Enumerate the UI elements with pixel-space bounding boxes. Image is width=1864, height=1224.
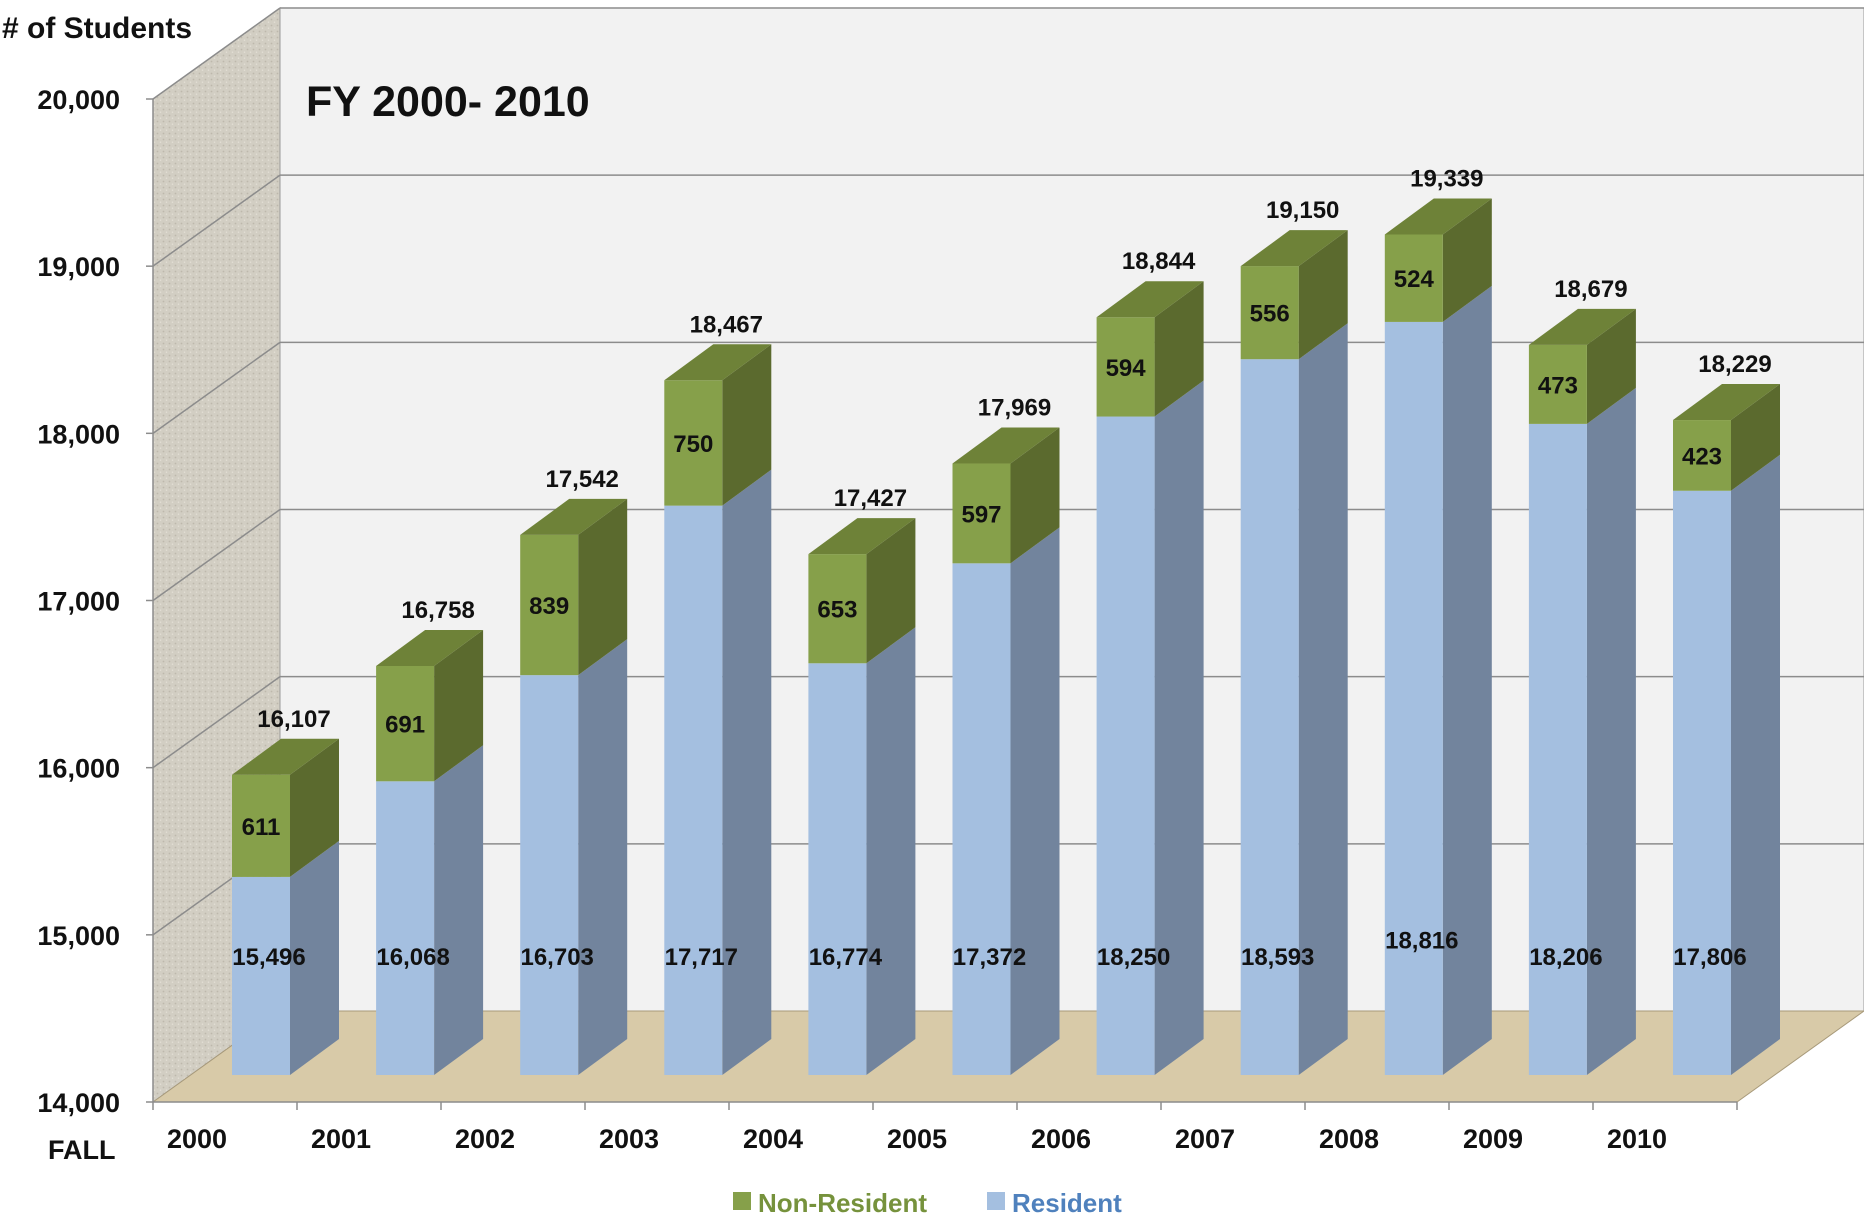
bar-resident bbox=[953, 563, 1011, 1075]
data-label-non-resident: 524 bbox=[1394, 266, 1435, 293]
x-axis-title: FALL bbox=[48, 1135, 116, 1165]
bar-group: 18,816 524 19,339 bbox=[1385, 165, 1492, 1075]
data-label-non-resident: 597 bbox=[961, 501, 1001, 528]
legend: Non-Resident Resident bbox=[733, 1188, 1122, 1218]
bar-group: 18,593 556 19,150 bbox=[1241, 197, 1348, 1075]
x-axis-ticks: 2000 2001 2002 2003 2004 2005 2006 2007 2008 2009… bbox=[153, 1102, 1737, 1154]
bar-resident-side bbox=[434, 745, 483, 1075]
x-tick-label: 2004 bbox=[743, 1124, 803, 1154]
bar-resident bbox=[664, 506, 722, 1075]
data-label-resident: 17,372 bbox=[953, 944, 1026, 971]
bar-resident bbox=[520, 675, 578, 1075]
data-label-resident: 18,593 bbox=[1241, 944, 1314, 971]
bar-group: 16,774 653 17,427 bbox=[808, 485, 915, 1075]
x-tick-label: 2008 bbox=[1319, 1124, 1379, 1154]
data-label-non-resident: 594 bbox=[1106, 355, 1147, 382]
x-tick-label: 2003 bbox=[599, 1124, 659, 1154]
bar-resident bbox=[1673, 491, 1731, 1075]
data-label-total: 19,150 bbox=[1266, 197, 1339, 224]
y-axis-ticks: 14,000 15,000 16,000 17,000 18,000 19,000 20,0… bbox=[37, 85, 153, 1118]
legend-swatch-resident bbox=[987, 1192, 1005, 1210]
bar-resident bbox=[1097, 417, 1155, 1075]
bar-resident-side bbox=[1011, 527, 1060, 1075]
bar-resident bbox=[1529, 424, 1587, 1075]
x-tick-label: 2010 bbox=[1607, 1124, 1667, 1154]
bar-resident bbox=[808, 663, 866, 1075]
data-label-total: 16,107 bbox=[257, 706, 330, 733]
bar-resident-side bbox=[578, 639, 627, 1075]
y-tick-label: 18,000 bbox=[37, 419, 120, 449]
x-tick-label: 2007 bbox=[1175, 1124, 1235, 1154]
data-label-non-resident: 473 bbox=[1538, 372, 1578, 399]
y-tick-label: 19,000 bbox=[37, 252, 120, 282]
bar-group: 17,372 597 17,969 bbox=[953, 395, 1060, 1075]
data-label-total: 18,229 bbox=[1698, 351, 1771, 378]
x-tick-label: 2009 bbox=[1463, 1124, 1523, 1154]
bar-group: 16,703 839 17,542 bbox=[520, 466, 627, 1075]
bar-group: 16,068 691 16,758 bbox=[376, 597, 483, 1075]
data-label-resident: 18,250 bbox=[1097, 944, 1170, 971]
x-tick-label: 2005 bbox=[887, 1124, 947, 1154]
data-label-resident: 16,774 bbox=[809, 944, 883, 971]
bar-group: 17,806 423 18,229 bbox=[1673, 351, 1780, 1075]
data-label-resident: 16,068 bbox=[376, 944, 449, 971]
y-tick-label: 16,000 bbox=[37, 754, 120, 784]
bar-resident-side bbox=[866, 627, 915, 1075]
bar-resident bbox=[376, 781, 434, 1075]
legend-label-non-resident: Non-Resident bbox=[758, 1188, 927, 1218]
data-label-non-resident: 653 bbox=[817, 597, 857, 624]
x-tick-label: 2002 bbox=[455, 1124, 515, 1154]
data-label-total: 18,679 bbox=[1554, 276, 1627, 303]
bar-group: 18,206 473 18,679 bbox=[1529, 276, 1636, 1075]
bar-group: 18,250 594 18,844 bbox=[1097, 248, 1204, 1075]
y-tick-label: 15,000 bbox=[37, 921, 120, 951]
y-tick-label: 17,000 bbox=[37, 587, 120, 617]
data-label-non-resident: 611 bbox=[242, 814, 281, 841]
bar-group: 17,717 750 18,467 bbox=[664, 311, 771, 1075]
data-label-resident: 15,496 bbox=[232, 944, 305, 971]
x-tick-label: 2006 bbox=[1031, 1124, 1091, 1154]
legend-label-resident: Resident bbox=[1012, 1188, 1122, 1218]
data-label-resident: 18,816 bbox=[1385, 927, 1458, 954]
y-tick-label: 20,000 bbox=[37, 85, 120, 115]
bar-resident-side bbox=[722, 470, 771, 1075]
bar-resident-side bbox=[1731, 455, 1780, 1075]
data-label-total: 18,844 bbox=[1122, 248, 1196, 275]
data-label-total: 18,467 bbox=[690, 311, 763, 338]
data-label-total: 16,758 bbox=[401, 597, 474, 624]
legend-swatch-non-resident bbox=[733, 1192, 751, 1210]
data-label-resident: 16,703 bbox=[520, 944, 593, 971]
y-axis-title: # of Students bbox=[2, 12, 192, 45]
data-label-total: 19,339 bbox=[1410, 165, 1483, 192]
y-tick-label: 14,000 bbox=[37, 1088, 120, 1118]
data-label-total: 17,542 bbox=[545, 466, 618, 493]
bar-resident-side bbox=[1587, 388, 1636, 1075]
bar-resident-side bbox=[1443, 286, 1492, 1075]
data-label-non-resident: 556 bbox=[1250, 301, 1290, 328]
data-label-non-resident: 839 bbox=[529, 593, 569, 620]
x-tick-label: 2000 bbox=[167, 1124, 227, 1154]
data-label-resident: 17,717 bbox=[665, 944, 738, 971]
data-label-non-resident: 423 bbox=[1682, 443, 1722, 470]
data-label-non-resident: 691 bbox=[385, 712, 425, 739]
data-label-resident: 18,206 bbox=[1529, 944, 1602, 971]
bar-resident bbox=[232, 877, 290, 1075]
bar-resident bbox=[1385, 322, 1443, 1075]
data-label-non-resident: 750 bbox=[673, 431, 713, 458]
chart-title: FY 2000- 2010 bbox=[306, 78, 590, 126]
data-label-total: 17,969 bbox=[978, 395, 1051, 422]
x-tick-label: 2001 bbox=[311, 1124, 371, 1154]
data-label-resident: 17,806 bbox=[1673, 944, 1746, 971]
data-label-total: 17,427 bbox=[834, 485, 907, 512]
